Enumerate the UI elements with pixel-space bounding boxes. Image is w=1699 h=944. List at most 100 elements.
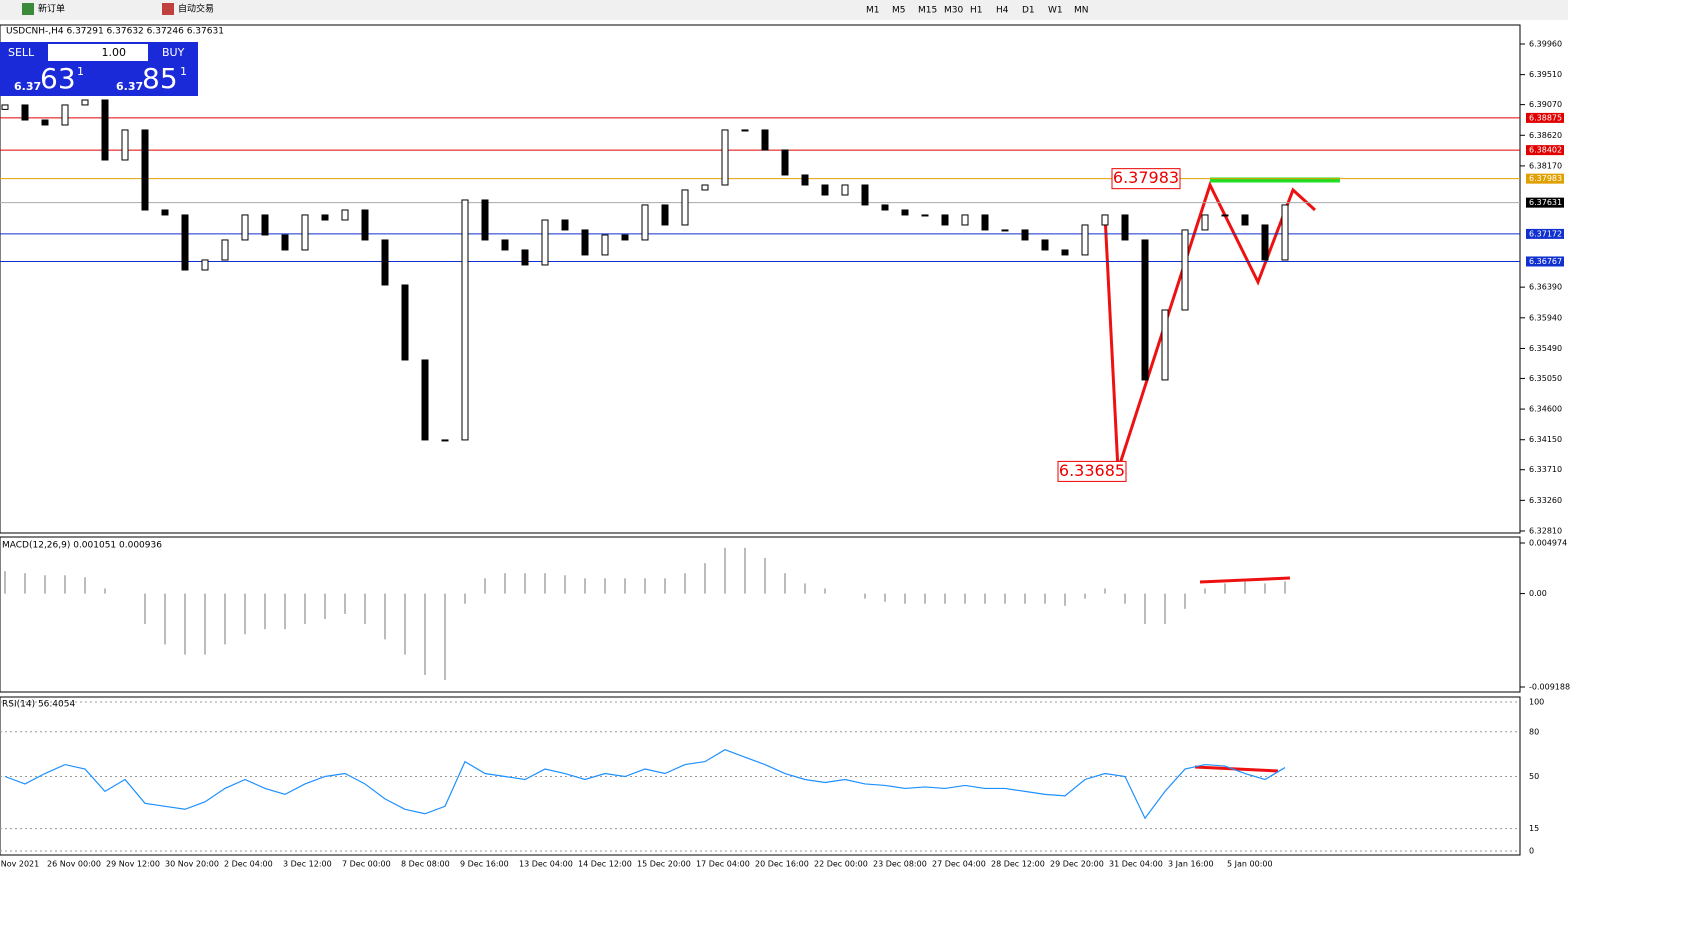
y-tick-label: -0.009188 [1529, 683, 1570, 692]
candle [1181, 229, 1189, 311]
candle [821, 184, 829, 196]
timeframe[interactable]: D1 [1022, 6, 1035, 16]
candle [121, 129, 129, 161]
candle [621, 234, 629, 241]
x-tick-label: 25 Nov 2021 [0, 860, 39, 869]
macd-bar [784, 573, 786, 594]
macd-bar [1264, 583, 1266, 594]
candle [421, 359, 429, 441]
level-label: 6.37172 [1529, 229, 1562, 238]
y-tick-label: 6.34600 [1529, 405, 1562, 414]
timeframe[interactable]: H1 [970, 6, 983, 16]
candle [361, 209, 369, 241]
macd-bar [384, 593, 386, 640]
auto-trading[interactable]: 自动交易 [178, 3, 214, 15]
buy-button[interactable]: BUY [162, 46, 185, 59]
x-tick-label: 2 Dec 04:00 [224, 860, 273, 869]
x-tick-label: 15 Dec 20:00 [637, 860, 691, 869]
lot-box[interactable] [48, 44, 148, 61]
y-tick-label: 6.34150 [1529, 435, 1562, 444]
level-tag [1526, 197, 1564, 208]
macd-bar [504, 573, 506, 594]
macd-bar [1244, 581, 1246, 594]
macd-bar [864, 593, 866, 599]
timeframe[interactable]: MN [1074, 6, 1089, 16]
x-tick-label: 29 Dec 20:00 [1050, 860, 1104, 869]
candle [1261, 224, 1269, 261]
candle [61, 104, 69, 126]
macd-bar [464, 593, 466, 604]
y-tick-label: 100 [1529, 698, 1544, 707]
x-tick-label: 29 Nov 12:00 [106, 860, 160, 869]
timeframe[interactable]: W1 [1048, 6, 1063, 16]
candle [81, 99, 89, 106]
x-tick-label: 3 Jan 16:00 [1168, 860, 1214, 869]
macd-bar [4, 571, 6, 594]
candle [741, 129, 749, 132]
x-tick-label: 17 Dec 04:00 [696, 860, 750, 869]
macd-bar [404, 593, 406, 655]
x-tick-label: 7 Dec 00:00 [342, 860, 391, 869]
icon[interactable] [22, 3, 34, 15]
y-tick-label: 6.36390 [1529, 283, 1562, 292]
candle [101, 99, 109, 161]
macd-bar [1284, 581, 1286, 594]
macd-bar [564, 575, 566, 594]
candle [1201, 214, 1209, 231]
macd-pane [0, 536, 1521, 693]
lot[interactable]: 1.00 [102, 46, 127, 59]
buy-price: 85 [142, 62, 178, 95]
timeframe[interactable]: H4 [996, 6, 1009, 16]
macd-bar [584, 578, 586, 594]
level-label: 6.38402 [1529, 146, 1562, 155]
y-tick-label: 50 [1529, 772, 1539, 781]
candle [561, 219, 569, 231]
candle [141, 129, 149, 211]
sell-sup: 1 [77, 65, 84, 78]
arrows [1103, 181, 1317, 773]
candle [721, 129, 729, 186]
macd-bar [924, 593, 926, 604]
macd-bar [224, 593, 226, 645]
candle [241, 214, 249, 241]
candle [1221, 214, 1229, 217]
timeframe[interactable]: M5 [892, 6, 906, 16]
annotation-box [1111, 168, 1181, 190]
macd-bar [144, 593, 146, 625]
macd-bar [664, 578, 666, 594]
rsi-pane [0, 696, 1521, 856]
timeframe[interactable]: M1 [866, 6, 880, 16]
macd-bar [484, 578, 486, 594]
candle [1041, 239, 1049, 251]
icon[interactable] [162, 3, 174, 15]
macd-bar [24, 573, 26, 594]
macd-bar [1024, 593, 1026, 604]
toolbar [0, 0, 1568, 20]
y-tick-label: 6.35050 [1529, 374, 1562, 383]
candle [201, 259, 209, 271]
candle [1161, 309, 1169, 381]
x-tick-label: 22 Dec 00:00 [814, 860, 868, 869]
sell-button[interactable]: SELL [8, 46, 35, 59]
buy-sup: 1 [180, 65, 187, 78]
candle [1101, 214, 1109, 226]
candle [441, 439, 449, 442]
candle [961, 214, 969, 226]
timeframe[interactable]: M30 [944, 6, 963, 16]
y-tick-label: 0 [1529, 847, 1534, 856]
price-pane [0, 24, 1521, 534]
timeframe[interactable]: M15 [918, 6, 937, 16]
candle [921, 214, 929, 217]
new-order[interactable]: 新订单 [38, 3, 65, 15]
macd-bar [1224, 583, 1226, 594]
candle [321, 214, 329, 221]
candle [981, 214, 989, 231]
y-tick-label: 6.38620 [1529, 131, 1562, 140]
candle [221, 239, 229, 261]
candle [261, 214, 269, 236]
level-label: 6.36767 [1529, 257, 1562, 266]
macd-bar [804, 583, 806, 594]
macd-bar [164, 593, 166, 645]
candle [681, 189, 689, 226]
